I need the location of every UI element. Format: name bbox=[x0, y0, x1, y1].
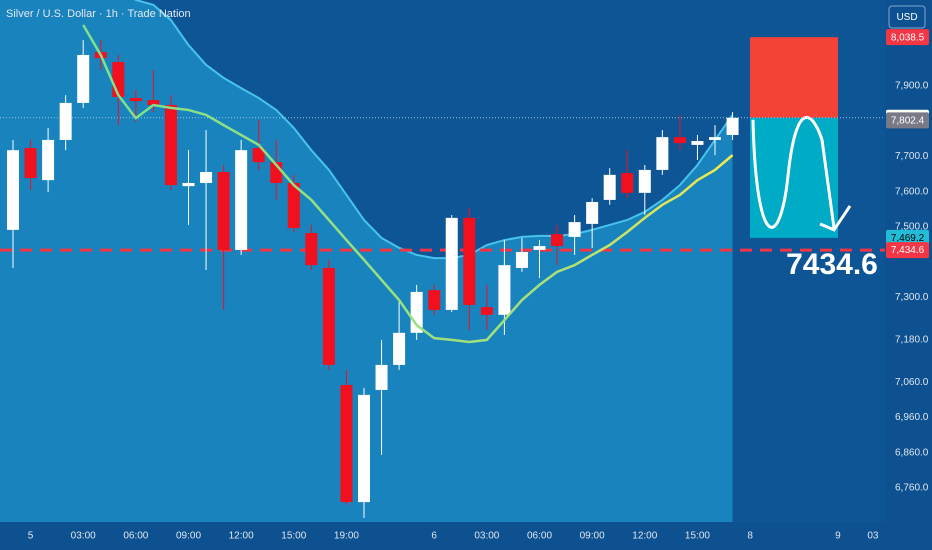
y-tick-label: 7,600.0 bbox=[895, 186, 929, 197]
candle-body bbox=[551, 234, 564, 247]
candle-body bbox=[42, 139, 55, 181]
x-tick-label: 15:00 bbox=[281, 531, 306, 542]
price-tag-label: 7,434.6 bbox=[891, 245, 925, 256]
x-tick-label: 09:00 bbox=[176, 531, 201, 542]
candle-body bbox=[586, 202, 599, 224]
candle-body bbox=[77, 54, 90, 103]
candle-body bbox=[287, 182, 300, 229]
candle-body bbox=[24, 148, 37, 179]
price-tag bbox=[886, 112, 929, 129]
stop-zone bbox=[750, 37, 838, 118]
x-tick-label: 03 bbox=[867, 531, 879, 542]
y-tick-label: 6,960.0 bbox=[895, 412, 929, 423]
y-tick-label: 7,060.0 bbox=[895, 377, 929, 388]
currency-label[interactable]: USD bbox=[896, 12, 917, 23]
price-tag-label: 7,469.2 bbox=[891, 233, 925, 244]
candle-body bbox=[515, 252, 528, 268]
x-tick-label: 06:00 bbox=[527, 531, 552, 542]
candle-body bbox=[393, 332, 406, 365]
forecast-arrowhead bbox=[819, 205, 852, 232]
y-tick-label: 7,700.0 bbox=[895, 151, 929, 162]
candle-body bbox=[59, 102, 72, 140]
x-tick-label: 12:00 bbox=[632, 531, 657, 542]
candle-body bbox=[709, 137, 721, 140]
candle-body bbox=[533, 246, 546, 250]
price-tag bbox=[886, 29, 929, 46]
y-tick-label: 6,760.0 bbox=[895, 483, 929, 494]
y-tick-label: 7,900.0 bbox=[895, 81, 929, 92]
candle-body bbox=[129, 97, 142, 102]
axes: 7,900.0 7,700.0 7,600.0 7,500.0 7,300.0 7,180… bbox=[28, 29, 929, 542]
y-tick-label: 6,860.0 bbox=[895, 447, 929, 458]
candle-body bbox=[164, 105, 177, 186]
x-tick-label: 09:00 bbox=[580, 531, 605, 542]
candle-body bbox=[112, 62, 125, 97]
candle-body bbox=[200, 172, 213, 183]
price-tag-label: 8,038.5 bbox=[891, 32, 925, 43]
price-axis-area bbox=[885, 0, 932, 550]
candle-body bbox=[480, 307, 493, 315]
candle-body bbox=[375, 364, 388, 390]
candle-body bbox=[638, 169, 651, 193]
candle-body bbox=[147, 100, 160, 106]
candle-body bbox=[691, 141, 704, 145]
x-tick-label: 06:00 bbox=[123, 531, 148, 542]
candle-body bbox=[305, 233, 318, 266]
price-tag bbox=[886, 242, 929, 259]
x-tick-label: 6 bbox=[431, 531, 437, 542]
candle-body bbox=[358, 394, 370, 503]
x-tick-label: 03:00 bbox=[71, 531, 96, 542]
time-axis-area bbox=[0, 522, 885, 550]
candle-body bbox=[726, 117, 739, 136]
candle-body bbox=[568, 222, 581, 237]
x-tick-label: 8 bbox=[747, 531, 753, 542]
candle-body bbox=[322, 267, 335, 365]
average-line bbox=[82, 24, 734, 344]
currency-button[interactable] bbox=[888, 5, 926, 29]
x-tick-label: 03:00 bbox=[474, 531, 499, 542]
candle-body bbox=[673, 137, 686, 144]
candle-body bbox=[252, 148, 265, 163]
x-tick-label: 12:00 bbox=[229, 531, 254, 542]
candle-body bbox=[656, 137, 669, 170]
price-tag-label: 7,802.4 bbox=[891, 116, 925, 127]
forecast-arrow bbox=[751, 115, 836, 229]
candle-body bbox=[463, 217, 476, 305]
candle-body bbox=[603, 174, 616, 200]
candle-body bbox=[428, 290, 441, 310]
x-tick-label: 9 bbox=[835, 531, 841, 542]
candle-body bbox=[445, 217, 458, 310]
candle-body bbox=[235, 150, 248, 250]
x-tick-label: 15:00 bbox=[685, 531, 710, 542]
chart-title: Silver / U.S. Dollar · 1h · Trade Nation bbox=[6, 8, 191, 20]
candle-body bbox=[621, 173, 634, 193]
candle-body bbox=[498, 265, 511, 315]
y-tick-label: 7,300.0 bbox=[895, 292, 929, 303]
candle-body bbox=[217, 172, 230, 250]
x-tick-label: 5 bbox=[28, 531, 34, 542]
channel-line bbox=[133, 0, 734, 260]
y-tick-label: 7,180.0 bbox=[895, 335, 929, 346]
price-tag bbox=[886, 229, 929, 246]
candle-body bbox=[340, 385, 353, 503]
candle-body bbox=[7, 150, 19, 230]
x-tick-label: 19:00 bbox=[334, 531, 359, 542]
callout-label: 7434.6 bbox=[786, 248, 878, 281]
candle-body bbox=[182, 182, 195, 187]
plot-area bbox=[0, 0, 885, 522]
y-tick-label: 7,500.0 bbox=[895, 222, 929, 233]
